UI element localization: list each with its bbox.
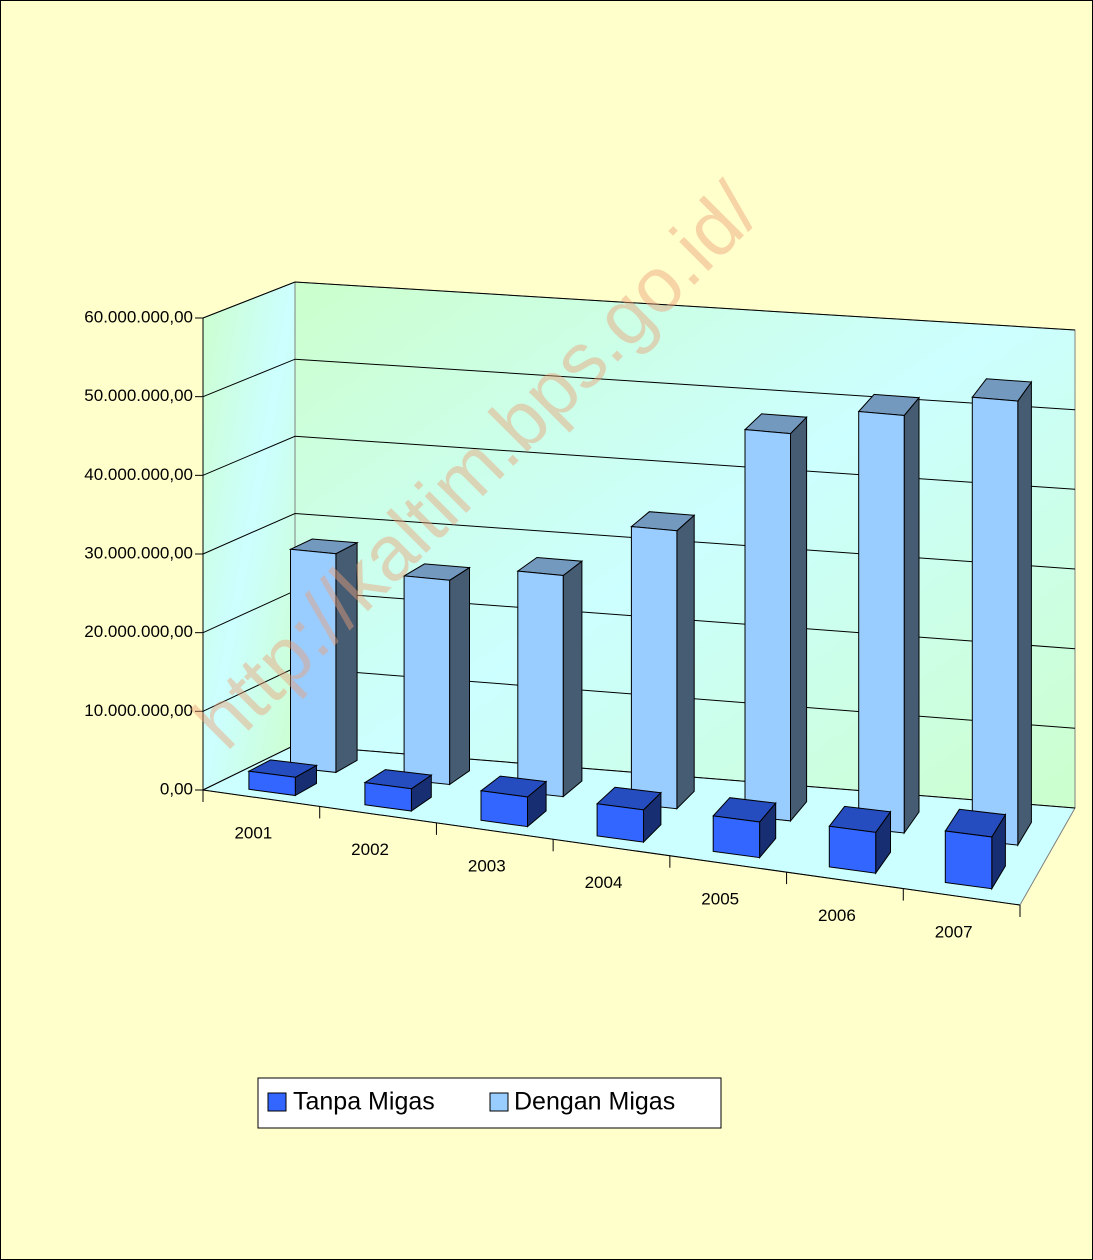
bar-front — [596, 803, 644, 843]
bar-front — [744, 429, 791, 822]
legend-label: Tanpa Migas — [293, 1088, 435, 1116]
bar-side — [790, 415, 808, 823]
y-tick-label: 50.000.000,00 — [84, 386, 193, 405]
grid-line — [202, 358, 1076, 411]
bar-front — [712, 815, 761, 859]
bar-side — [562, 560, 583, 798]
bar — [971, 378, 1033, 847]
bar — [743, 413, 808, 823]
x-tick-label: 2003 — [468, 857, 506, 876]
bar — [516, 556, 584, 798]
plot-area: 0,00 10.000.000,00 20.000.000,00 30.000.000… — [84, 281, 1076, 941]
bar-front — [944, 830, 993, 890]
legend-label: Dengan Migas — [514, 1088, 675, 1116]
x-tick-label: 2005 — [701, 889, 739, 908]
bar-front — [364, 782, 412, 812]
bar-front — [858, 410, 905, 834]
y-tick-label: 0,00 — [160, 779, 193, 798]
bar-front — [480, 790, 528, 828]
x-tick-label: 2004 — [585, 873, 623, 892]
bar-side — [1017, 380, 1032, 847]
bar-front — [403, 575, 451, 786]
y-tick-label: 60.000.000,00 — [84, 307, 193, 326]
grid-line — [202, 435, 1076, 490]
bar-side — [449, 566, 470, 786]
bar-front — [248, 770, 296, 797]
bar-side — [903, 396, 920, 835]
bar — [712, 797, 777, 859]
bar — [857, 393, 921, 835]
y-tick-label: 20.000.000,00 — [84, 622, 193, 641]
bar — [828, 805, 892, 875]
grid-line — [202, 281, 1076, 331]
bar — [944, 808, 1007, 891]
legend-swatch — [489, 1092, 509, 1112]
y-tick-label: 30.000.000,00 — [84, 543, 193, 562]
bar-side — [676, 514, 695, 810]
legend-swatch — [267, 1092, 287, 1112]
y-tick-label: 10.000.000,00 — [84, 701, 193, 720]
bar-front — [630, 526, 678, 810]
bar-front — [828, 825, 877, 874]
x-tick-label: 2001 — [234, 824, 272, 843]
bar — [247, 759, 319, 797]
y-tick-label: 40.000.000,00 — [84, 465, 193, 484]
x-tick-label: 2002 — [351, 840, 389, 859]
bar — [479, 775, 548, 828]
bar-front — [290, 548, 337, 773]
bar-front — [517, 570, 564, 798]
bar — [402, 563, 472, 786]
bar — [595, 786, 662, 844]
x-tick-label: 2007 — [935, 922, 973, 941]
x-axis — [202, 789, 1021, 906]
bar — [630, 511, 696, 810]
bar — [288, 538, 359, 774]
bar — [363, 769, 433, 812]
x-tick-label: 2006 — [818, 906, 856, 925]
bar-front — [971, 396, 1019, 846]
grid-line — [202, 512, 1076, 570]
